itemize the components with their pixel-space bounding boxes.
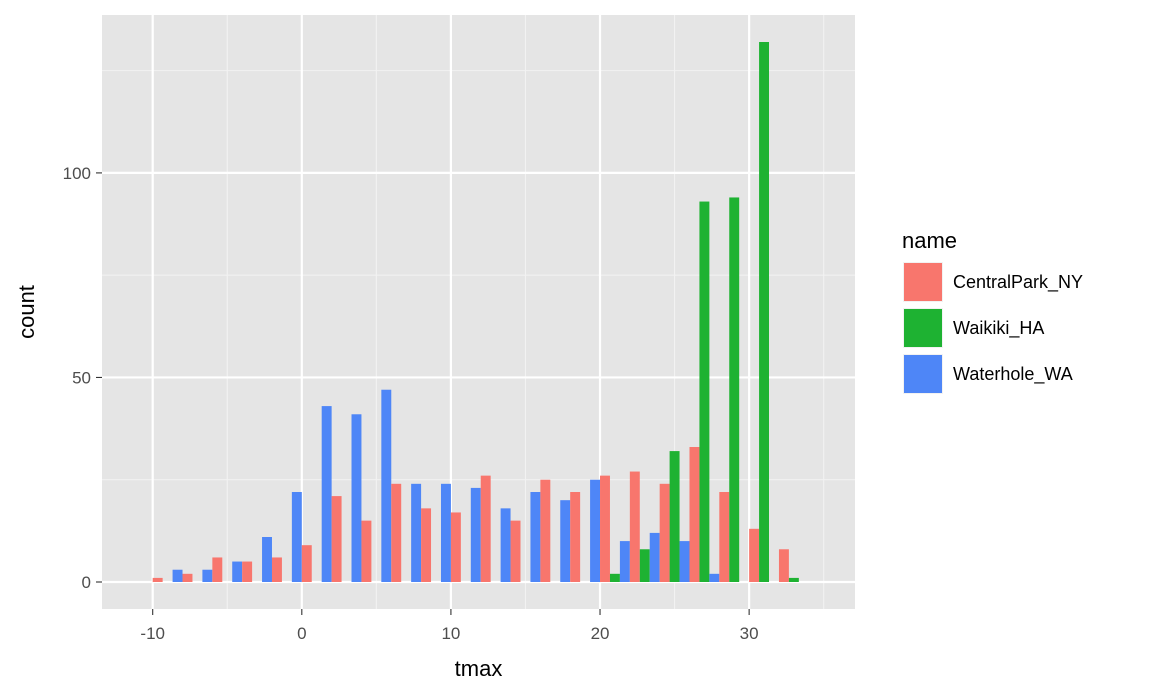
x-tick-label: 0 [297,624,306,643]
bar-waikiki-ha [729,197,740,583]
legend-title: name [902,228,957,253]
legend: name CentralPark_NY Waikiki_HA Waterhole_W… [902,228,1083,394]
bar-centralpark-ny [450,512,461,582]
x-axis: -10 0 10 20 30 [140,609,759,643]
bar-centralpark-ny [301,545,312,582]
bars-layer [152,42,799,583]
y-tick-label: 0 [82,573,91,592]
bar-waterhole-wa [679,541,690,582]
bar-centralpark-ny [540,479,551,582]
legend-key-swatch [904,263,942,301]
bar-waterhole-wa [172,569,183,582]
x-tick-label: -10 [140,624,165,643]
bar-centralpark-ny [361,520,372,582]
y-tick-label: 50 [72,368,91,387]
bar-waterhole-wa [530,492,541,582]
bar-waterhole-wa [411,483,422,582]
bar-waterhole-wa [470,487,481,582]
y-axis-title: count [14,285,39,339]
bar-waikiki-ha [669,451,680,582]
bar-waikiki-ha [699,201,710,582]
bar-waterhole-wa [560,500,571,582]
bar-centralpark-ny [629,471,640,582]
bar-centralpark-ny [152,577,163,582]
bar-waterhole-wa [590,479,601,582]
bar-centralpark-ny [510,520,521,582]
bar-waterhole-wa [381,389,392,582]
bar-waterhole-wa [232,561,243,582]
bar-centralpark-ny [271,557,282,582]
bar-centralpark-ny [391,483,402,582]
bar-centralpark-ny [600,475,610,582]
bar-waikiki-ha [759,42,770,582]
bar-waikiki-ha [609,573,620,582]
bar-centralpark-ny [421,508,432,582]
legend-label-waikiki-ha: Waikiki_HA [953,318,1044,339]
bar-centralpark-ny [719,492,730,582]
bar-centralpark-ny [212,557,223,582]
bar-waikiki-ha [639,549,650,582]
legend-label-waterhole-wa: Waterhole_WA [953,364,1073,385]
bar-waterhole-wa [709,573,720,582]
bar-centralpark-ny [331,496,342,582]
x-axis-title: tmax [455,656,503,681]
bar-centralpark-ny [778,549,789,582]
bar-centralpark-ny [749,528,760,582]
legend-key-swatch [904,355,942,393]
bar-centralpark-ny [689,447,700,582]
bar-waterhole-wa [619,541,630,582]
y-axis: 0 50 100 [63,164,102,592]
bar-waterhole-wa [440,483,451,582]
bar-waterhole-wa [321,406,332,582]
legend-key-swatch [904,309,942,347]
bar-centralpark-ny [182,573,193,582]
x-tick-label: 20 [591,624,610,643]
bar-waikiki-ha [788,577,799,582]
bar-centralpark-ny [659,483,670,582]
bar-waterhole-wa [649,532,660,582]
bar-waterhole-wa [262,537,272,582]
bar-waterhole-wa [202,569,213,582]
bar-waterhole-wa [291,492,302,582]
x-tick-label: 30 [740,624,759,643]
bar-centralpark-ny [570,492,581,582]
bar-centralpark-ny [480,475,491,582]
bar-centralpark-ny [242,561,253,582]
legend-label-centralpark-ny: CentralPark_NY [953,272,1083,293]
bar-waterhole-wa [500,508,511,582]
y-tick-label: 100 [63,164,91,183]
x-tick-label: 10 [441,624,460,643]
bar-waterhole-wa [351,414,362,582]
